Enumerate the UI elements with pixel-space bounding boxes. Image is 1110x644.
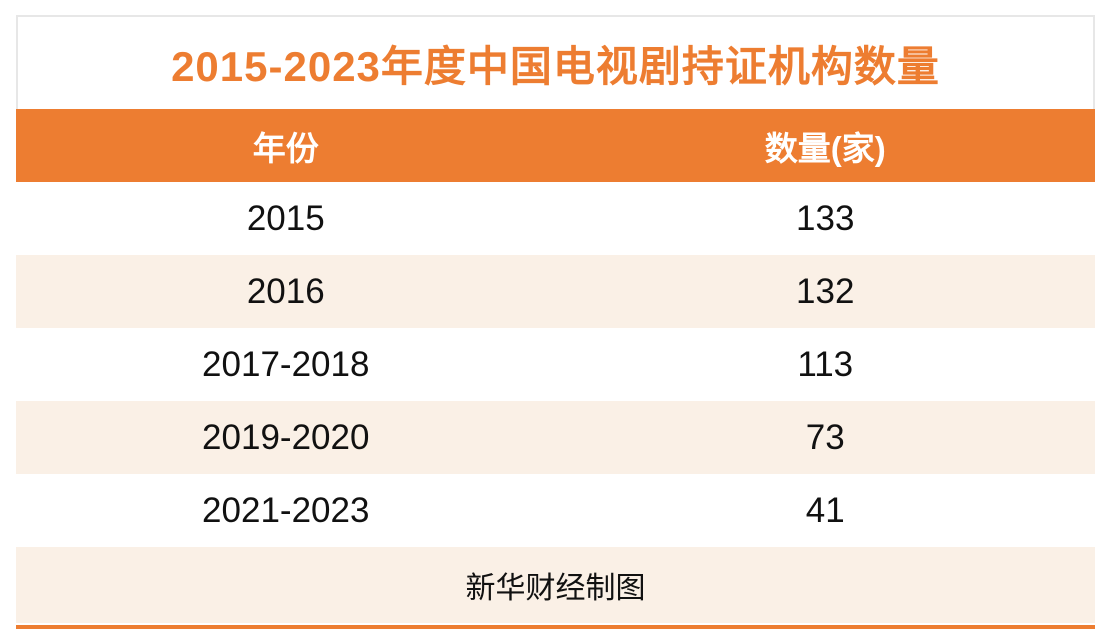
- table-row: 2016 132: [16, 255, 1095, 328]
- cell-year: 2015: [246, 198, 325, 238]
- bottom-accent-line: [16, 625, 1095, 629]
- table-row: 2021-2023 41: [16, 474, 1095, 547]
- cell-year: 2016: [246, 271, 325, 311]
- column-header-count: 数量(家): [764, 129, 886, 167]
- table-header-row: 年份 数量(家): [16, 109, 1095, 182]
- page-title: 2015-2023年度中国电视剧持证机构数量: [171, 42, 940, 90]
- source-credit: 新华财经制图: [465, 572, 646, 605]
- cell-year: 2017-2018: [202, 344, 370, 384]
- column-header-year: 年份: [252, 129, 319, 167]
- table-row: 2015 133: [16, 182, 1095, 255]
- title-box: 2015-2023年度中国电视剧持证机构数量: [16, 15, 1095, 109]
- cell-count: 41: [805, 490, 845, 530]
- cell-year: 2021-2023: [202, 490, 370, 530]
- cell-count: 132: [796, 271, 855, 311]
- cell-count: 73: [805, 417, 845, 457]
- table-row: 2019-2020 73: [16, 401, 1095, 474]
- source-credit-row: 新华财经制图: [16, 547, 1095, 623]
- cell-year: 2019-2020: [202, 417, 370, 457]
- data-table: 年份 数量(家) 2015 133 2016 132 2017-2018 113…: [16, 109, 1095, 623]
- infographic-table-panel: 2015-2023年度中国电视剧持证机构数量 年份 数量(家) 2015 133…: [16, 15, 1095, 629]
- cell-count: 113: [797, 344, 854, 384]
- table-row: 2017-2018 113: [16, 328, 1095, 401]
- cell-count: 133: [796, 198, 855, 238]
